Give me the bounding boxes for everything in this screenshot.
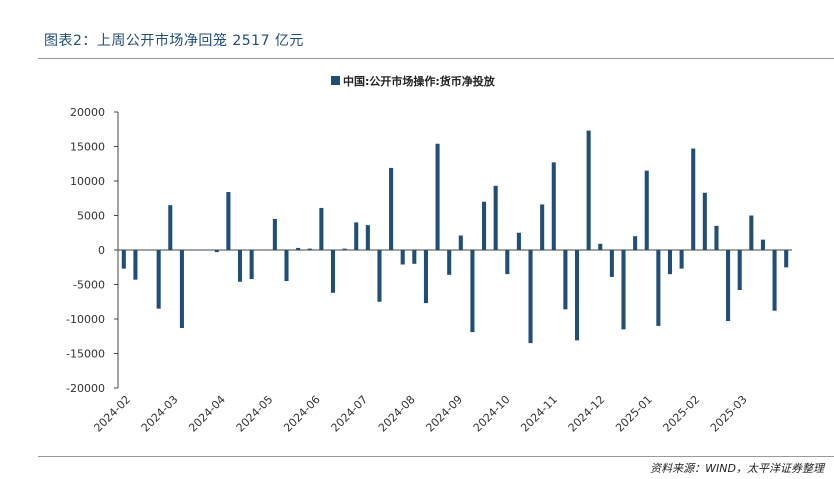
bar <box>389 167 394 250</box>
source-note: 资料来源：WIND，太平洋证券整理 <box>650 462 824 475</box>
y-tick-label: 20000 <box>70 106 105 119</box>
bar <box>609 250 614 277</box>
legend-swatch <box>331 76 340 85</box>
bottom-divider <box>38 456 834 457</box>
x-tick-label: 2024-07 <box>329 393 371 435</box>
y-tick-label: 15000 <box>70 141 105 154</box>
bar <box>574 250 580 341</box>
bar <box>586 130 591 250</box>
bar <box>784 250 789 268</box>
bar <box>760 239 765 250</box>
bar <box>644 170 649 250</box>
x-tick-label: 2025-02 <box>661 393 703 435</box>
x-tick-label: 2024-04 <box>186 393 228 435</box>
legend-label: 中国:公开市场操作:货币净投放 <box>343 74 496 88</box>
y-tick-label: 0 <box>98 244 105 257</box>
x-tick-label: 2024-11 <box>518 393 560 435</box>
bar <box>214 250 219 253</box>
bar <box>505 250 510 275</box>
x-tick-label: 2024-12 <box>566 393 608 435</box>
bar <box>493 185 498 250</box>
bar <box>772 250 777 311</box>
bar <box>342 248 347 250</box>
bar <box>621 250 626 330</box>
bar <box>737 250 742 291</box>
bar <box>458 235 463 250</box>
bar <box>121 250 126 269</box>
x-tick-label: 2025-01 <box>613 393 655 435</box>
y-tick-label: -5000 <box>73 279 105 292</box>
bar <box>133 250 138 280</box>
bar <box>249 250 254 279</box>
y-tick-label: -20000 <box>66 382 105 395</box>
bar <box>261 250 266 251</box>
bar <box>702 192 707 250</box>
bar <box>156 250 161 309</box>
bar <box>470 250 475 333</box>
x-tick-label: 2024-03 <box>139 393 181 435</box>
bar <box>516 232 521 250</box>
bar <box>307 248 312 250</box>
x-tick-label: 2024-10 <box>471 393 513 435</box>
bar <box>226 192 231 250</box>
bar <box>330 250 336 293</box>
bar <box>482 201 487 250</box>
bar <box>412 250 417 264</box>
bar <box>714 225 719 250</box>
bar <box>191 250 196 251</box>
bar <box>319 207 324 250</box>
bar <box>145 250 150 251</box>
bar <box>179 250 184 328</box>
bar <box>423 250 428 304</box>
bar <box>400 250 405 265</box>
top-divider <box>38 58 834 59</box>
bar <box>656 250 661 326</box>
bar <box>633 236 638 250</box>
chart-bars <box>121 130 789 344</box>
y-tick-label: -10000 <box>66 313 105 326</box>
bar <box>365 225 370 250</box>
x-tick-label: 2024-02 <box>91 393 133 435</box>
x-tick-label: 2024-08 <box>376 393 418 435</box>
bar <box>272 218 277 250</box>
bar <box>435 143 440 250</box>
y-tick-label: -15000 <box>66 348 105 361</box>
y-tick-label: 5000 <box>77 210 105 223</box>
bar <box>679 250 684 269</box>
x-tick-label: 2024-06 <box>281 393 323 435</box>
chart-legend: 中国:公开市场操作:货币净投放 <box>331 74 496 88</box>
bar <box>168 205 173 250</box>
x-tick-label: 2024-05 <box>234 393 276 435</box>
bar <box>237 250 243 282</box>
bar <box>203 250 208 251</box>
bar <box>354 222 359 250</box>
bar <box>563 250 568 310</box>
bar-chart: 中国:公开市场操作:货币净投放 20000 15000 10000 5000 0 -500… <box>66 74 792 435</box>
bar <box>598 243 603 250</box>
chart-tick-labels: 20000 15000 10000 5000 0 -5000 -10000 -15000 -20… <box>66 106 750 435</box>
bar <box>528 250 533 344</box>
bar <box>726 250 731 322</box>
bar <box>749 215 754 250</box>
y-tick-label: 10000 <box>70 175 105 188</box>
bar <box>691 148 696 250</box>
bar <box>284 250 289 282</box>
bar <box>296 247 301 250</box>
bar <box>377 250 382 302</box>
bar <box>551 162 556 250</box>
x-tick-label: 2024-09 <box>423 393 465 435</box>
bar <box>540 204 545 250</box>
x-tick-label: 2025-03 <box>708 393 750 435</box>
bar <box>447 250 452 275</box>
bar <box>667 250 673 275</box>
figure-title: 图表2：上周公开市场净回笼 2517 亿元 <box>44 33 304 49</box>
